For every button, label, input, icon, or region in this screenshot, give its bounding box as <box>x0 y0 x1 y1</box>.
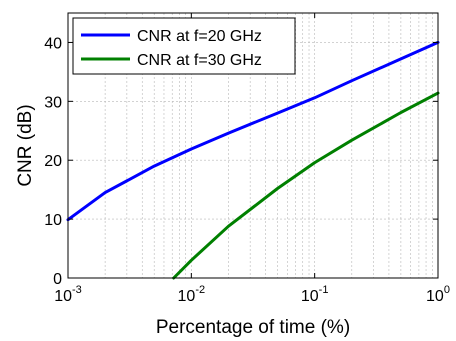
legend-label-30ghz: CNR at f=30 GHz <box>137 52 262 69</box>
y-tick-label: 20 <box>44 153 62 170</box>
y-tick-label: 10 <box>44 212 62 229</box>
series-line-0 <box>66 40 440 222</box>
x-tick-label: 100 <box>426 284 450 305</box>
axis-ticks: 10-3 10-2 10-1 100 0 10 20 30 40 <box>44 13 450 305</box>
legend-label-20ghz: CNR at f=20 GHz <box>137 28 262 45</box>
legend: CNR at f=20 GHz CNR at f=30 GHz <box>72 17 296 75</box>
plot-frame <box>67 12 439 279</box>
y-tick-label: 40 <box>44 35 62 52</box>
x-tick-label: 10-1 <box>301 284 329 305</box>
x-tick-label: 10-2 <box>178 284 206 305</box>
y-axis-label: CNR (dB) <box>15 104 36 186</box>
x-tick-label: 10-3 <box>54 284 82 305</box>
y-tick-label: 30 <box>44 94 62 111</box>
y-tick-label: 0 <box>53 271 62 288</box>
x-axis-label: Percentage of time (%) <box>156 317 350 338</box>
legend-box <box>72 17 296 75</box>
plot-series <box>66 40 440 280</box>
series-line-1 <box>172 91 440 280</box>
